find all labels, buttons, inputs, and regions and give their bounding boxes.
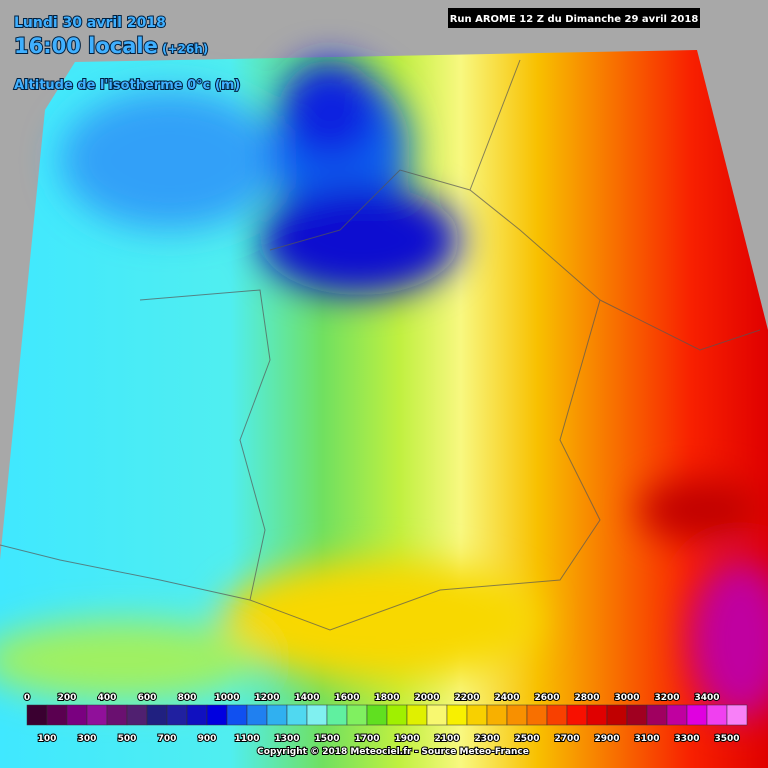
legend-swatch xyxy=(306,704,328,726)
legend-label: 2600 xyxy=(534,693,559,703)
legend-swatch xyxy=(326,704,348,726)
run-info: Run AROME 12 Z du Dimanche 29 avril 2018 xyxy=(450,14,699,25)
legend-swatch xyxy=(586,704,608,726)
legend-swatch xyxy=(426,704,448,726)
legend-label: 2900 xyxy=(594,734,619,744)
legend-swatch xyxy=(226,704,248,726)
legend-swatch xyxy=(286,704,308,726)
legend-swatch xyxy=(46,704,68,726)
legend-label: 1100 xyxy=(234,734,259,744)
date: Lundi 30 avril 2018 xyxy=(14,15,166,31)
legend-swatch xyxy=(406,704,428,726)
legend-label: 1800 xyxy=(374,693,399,703)
legend-label: 800 xyxy=(178,693,197,703)
time: 16:00 locale xyxy=(14,34,158,58)
legend-label: 100 xyxy=(38,734,57,744)
legend-swatch xyxy=(26,704,48,726)
legend-swatch xyxy=(266,704,288,726)
borders xyxy=(0,59,761,631)
legend-label: 2100 xyxy=(434,734,459,744)
legend-swatch xyxy=(466,704,488,726)
offset: (+26h) xyxy=(162,42,208,56)
legend-swatch xyxy=(706,704,728,726)
legend-label: 700 xyxy=(158,734,177,744)
run-box xyxy=(448,8,700,28)
legend-label: 0 xyxy=(24,693,30,703)
legend-swatch xyxy=(386,704,408,726)
legend-label: 1600 xyxy=(334,693,359,703)
legend-swatch xyxy=(346,704,368,726)
legend-swatch xyxy=(626,704,648,726)
legend-label: 600 xyxy=(138,693,157,703)
legend-label: 300 xyxy=(78,734,97,744)
field-detail xyxy=(0,60,768,720)
legend-label: 900 xyxy=(198,734,217,744)
legend-label: 2400 xyxy=(494,693,519,703)
legend-label: 2300 xyxy=(474,734,499,744)
legend-label: 3500 xyxy=(714,734,739,744)
legend-swatch xyxy=(546,704,568,726)
legend-swatch xyxy=(126,704,148,726)
legend-swatch xyxy=(186,704,208,726)
legend-label: 2500 xyxy=(514,734,539,744)
legend-label: 2700 xyxy=(554,734,579,744)
legend-label: 2800 xyxy=(574,693,599,703)
legend-label: 3100 xyxy=(634,734,659,744)
legend-label: 1000 xyxy=(214,693,239,703)
legend-swatch xyxy=(506,704,528,726)
legend: 0 100 200 300 400 500 600 700 800 900 1000 1100 1200… xyxy=(23,692,748,745)
legend-swatch xyxy=(366,704,388,726)
copyright: Copyright © 2018 Meteociel.fr - Source M… xyxy=(257,747,529,757)
legend-label: 3000 xyxy=(614,693,639,703)
parameter: Altitude de l'isotherme 0°c (m) xyxy=(14,78,240,93)
legend-label: 200 xyxy=(58,693,77,703)
legend-label: 1700 xyxy=(354,734,379,744)
legend-swatch xyxy=(166,704,188,726)
legend-swatch xyxy=(86,704,108,726)
legend-label: 3400 xyxy=(694,693,719,703)
legend-swatch xyxy=(106,704,128,726)
legend-label: 2200 xyxy=(454,693,479,703)
legend-swatch xyxy=(526,704,548,726)
legend-label: 500 xyxy=(118,734,137,744)
legend-swatch xyxy=(726,704,748,726)
legend-swatch xyxy=(686,704,708,726)
legend-label: 1300 xyxy=(274,734,299,744)
legend-label: 2000 xyxy=(414,693,439,703)
legend-swatch xyxy=(246,704,268,726)
legend-swatch xyxy=(486,704,508,726)
legend-swatch xyxy=(146,704,168,726)
legend-swatch xyxy=(66,704,88,726)
legend-label: 1500 xyxy=(314,734,339,744)
legend-swatch xyxy=(566,704,588,726)
field xyxy=(0,50,768,768)
legend-label: 1900 xyxy=(394,734,419,744)
legend-label: 1200 xyxy=(254,693,279,703)
legend-label: 3200 xyxy=(654,693,679,703)
legend-swatch xyxy=(206,704,228,726)
legend-swatch xyxy=(446,704,468,726)
legend-swatch xyxy=(646,704,668,726)
legend-label: 1400 xyxy=(294,693,319,703)
legend-swatch xyxy=(606,704,628,726)
legend-label: 3300 xyxy=(674,734,699,744)
legend-label: 400 xyxy=(98,693,117,703)
legend-swatch xyxy=(666,704,688,726)
